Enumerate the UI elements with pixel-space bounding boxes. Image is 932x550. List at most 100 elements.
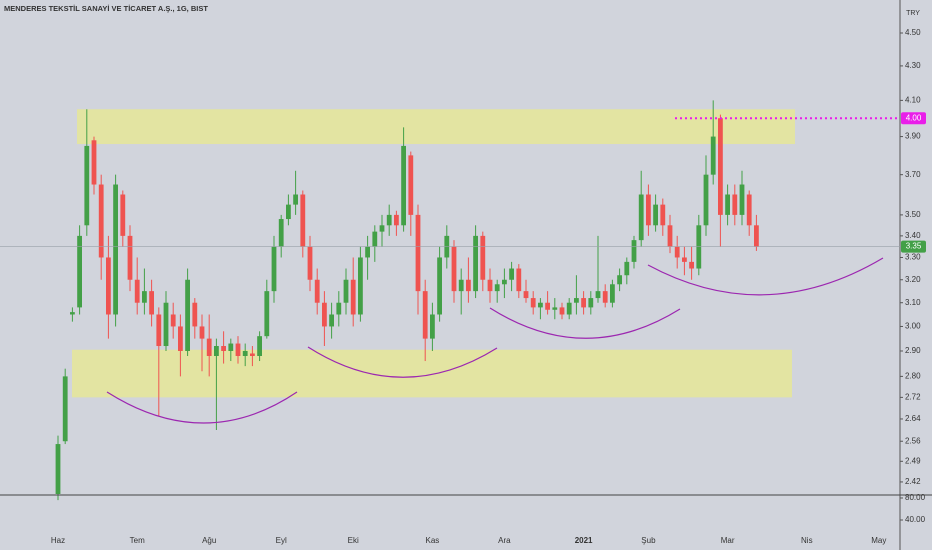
candle-body — [113, 184, 118, 315]
x-tick-label: Ağu — [202, 536, 216, 545]
candle-body — [250, 353, 255, 356]
candle-body — [336, 302, 342, 315]
y-tick-label: 2.90 — [905, 346, 921, 355]
candle-body — [523, 291, 529, 299]
candle-body — [271, 246, 277, 292]
candle-body — [509, 268, 514, 280]
candle-body — [631, 240, 637, 262]
y-tick-label: 3.50 — [905, 210, 921, 219]
y-tick-label: 3.00 — [905, 322, 921, 331]
zone — [72, 349, 792, 398]
candle-body — [264, 291, 270, 337]
y-tick-label: 3.40 — [905, 231, 921, 240]
candle-body — [703, 174, 709, 226]
arc — [307, 346, 498, 378]
candle-body — [602, 291, 608, 303]
y-tick-label: 2.80 — [905, 371, 921, 380]
y-tick-label: 2.42 — [905, 477, 921, 486]
candle-body — [372, 231, 378, 247]
candle-body — [386, 214, 392, 226]
candle-body — [257, 336, 262, 356]
candle-body — [120, 194, 126, 236]
candle-body — [235, 343, 241, 356]
candle-body — [473, 235, 478, 292]
candle-body — [530, 298, 536, 308]
candle-body — [170, 314, 176, 327]
candle-body — [494, 284, 500, 292]
candle-body — [322, 302, 327, 327]
x-tick-label: Haz — [51, 536, 65, 545]
last-price-label: 3.35 — [906, 242, 922, 251]
candle-body — [588, 298, 594, 308]
hline-label-box — [901, 112, 926, 125]
candle-body — [106, 257, 111, 315]
arc — [106, 391, 298, 424]
candle-body — [480, 235, 486, 280]
x-tick-label: May — [871, 536, 886, 545]
candle-body — [739, 184, 745, 215]
y-axis-label: TRY — [906, 10, 920, 17]
candle-body — [379, 225, 385, 232]
candle-body — [667, 225, 673, 247]
candle-body — [617, 275, 622, 285]
y-tick-label: 4.10 — [905, 95, 921, 104]
candle-body — [451, 246, 457, 292]
candle-body — [559, 307, 565, 315]
last-price-box — [901, 240, 926, 253]
candle-body — [458, 279, 464, 292]
candle-body — [350, 279, 356, 315]
candle-body — [545, 302, 550, 310]
candle-body — [199, 326, 205, 339]
candle-body — [538, 302, 543, 308]
y-tick-label: 4.30 — [905, 61, 921, 70]
candle-body — [595, 291, 601, 299]
candle-body — [660, 204, 666, 226]
candle-body — [307, 246, 313, 280]
candle-body — [552, 307, 558, 310]
volume-tick-label: 40.00 — [905, 515, 926, 524]
arc — [489, 307, 681, 339]
candle-body — [70, 312, 75, 315]
y-tick-label: 2.56 — [905, 436, 921, 445]
y-tick-label: 2.49 — [905, 456, 921, 465]
candle-body — [394, 214, 399, 226]
volume-tick-label: 80.00 — [905, 493, 926, 502]
candle-body — [581, 298, 586, 308]
candle-body — [142, 291, 147, 303]
candle-body — [674, 246, 680, 258]
candle-body — [55, 444, 61, 494]
x-tick-label: Kas — [426, 536, 440, 545]
candle-body — [574, 298, 579, 303]
y-tick-label: 3.10 — [905, 298, 921, 307]
candle-body — [149, 291, 154, 315]
x-tick-label: Eyl — [276, 536, 287, 545]
candle-body — [487, 279, 493, 292]
candle-body — [653, 204, 658, 226]
hline-label: 4.00 — [906, 113, 922, 122]
x-tick-label: 2021 — [575, 536, 593, 545]
candle-body — [502, 279, 507, 285]
y-tick-label: 3.90 — [905, 132, 921, 141]
candle-body — [401, 145, 406, 226]
candle-body — [682, 257, 687, 262]
candle-body — [156, 314, 162, 347]
y-tick-label: 2.64 — [905, 414, 921, 423]
candle-body — [127, 235, 133, 280]
candle-body — [732, 194, 738, 215]
candle-body — [358, 257, 363, 315]
y-tick-label: 3.20 — [905, 275, 921, 284]
zone — [77, 109, 795, 145]
candle-body — [178, 326, 183, 351]
candle-body — [646, 194, 651, 226]
candle-body — [192, 302, 198, 327]
candle-body — [746, 194, 752, 226]
candle-body — [718, 118, 723, 215]
candle-body — [91, 140, 97, 185]
y-tick-label: 4.50 — [905, 28, 921, 37]
candle-body — [293, 194, 298, 205]
candle-body — [408, 155, 414, 215]
arc — [647, 257, 884, 296]
